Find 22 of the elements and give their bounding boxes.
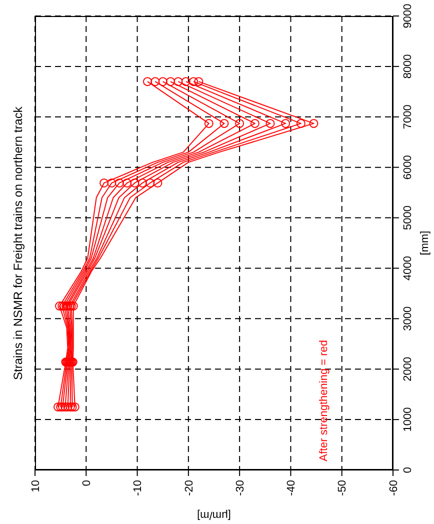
annotation: After strengthening = red <box>318 340 330 462</box>
x-tick-label: 10 <box>30 480 42 492</box>
y-tick-label: 3000 <box>402 306 414 331</box>
y-tick-label: 7000 <box>402 104 414 130</box>
y-tick-label: 8000 <box>402 54 414 79</box>
x-tick-label: -50 <box>336 480 349 496</box>
y-axis-title: [mm] <box>418 230 431 256</box>
y-tick-label: 9000 <box>402 4 414 28</box>
y-tick-label: 2000 <box>402 356 414 382</box>
y-tick-label: 5000 <box>402 206 414 230</box>
x-axis-title: [μm/m] <box>197 509 231 521</box>
y-tick-label: 1000 <box>402 407 414 432</box>
y-tick-label: 4000 <box>402 256 414 280</box>
x-tick-label: -40 <box>286 480 298 496</box>
x-tick-label: 0 <box>80 480 93 486</box>
x-tick-label: -20 <box>183 480 196 496</box>
text: Strains in NSMR for Freight trains on northern track <box>11 105 25 382</box>
y-tick-label: 0 <box>402 466 414 474</box>
x-tick-label: -30 <box>234 480 246 496</box>
x-tick-label: -60 <box>388 480 400 496</box>
x-tick-label: -10 <box>132 480 144 496</box>
y-tick-label: 6000 <box>402 155 414 180</box>
